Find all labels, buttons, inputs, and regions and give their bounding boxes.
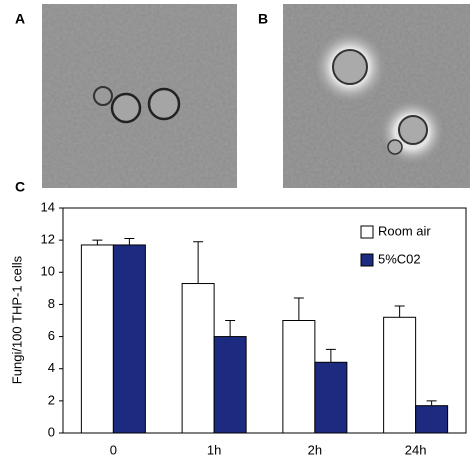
error-bar: [394, 305, 405, 318]
y-axis-label: Fungi/100 THP-1 cells: [9, 255, 24, 384]
y-tick-label: 14: [41, 199, 55, 214]
legend-swatch: [360, 253, 374, 267]
x-tick-label: 1h: [207, 442, 221, 457]
error-bar: [225, 320, 236, 337]
bar: [181, 283, 215, 434]
error-bar: [193, 241, 204, 284]
error-bar: [92, 239, 103, 245]
panel-label: C: [15, 179, 25, 195]
bar: [112, 244, 146, 434]
bar: [415, 405, 449, 434]
y-tick-label: 10: [41, 264, 55, 279]
micrograph-a: [42, 4, 237, 188]
bar: [282, 320, 316, 434]
error-bar: [325, 348, 336, 363]
error-bar: [426, 400, 437, 406]
bar: [383, 316, 417, 434]
x-tick-label: 0: [110, 442, 117, 457]
legend-label: Room air: [378, 223, 431, 238]
y-tick-label: 12: [41, 232, 55, 247]
bar: [314, 361, 348, 434]
y-tick-label: 2: [48, 392, 55, 407]
legend-label: 5%C02: [378, 251, 421, 266]
y-tick-label: 0: [48, 424, 55, 439]
y-tick-label: 4: [48, 360, 55, 375]
y-tick-label: 8: [48, 296, 55, 311]
plot-frame: [62, 207, 467, 434]
x-tick-label: 2h: [308, 442, 322, 457]
panel-label: A: [15, 11, 25, 27]
bar: [80, 244, 114, 434]
legend-swatch: [360, 225, 374, 239]
panel-label: B: [258, 11, 268, 27]
bar: [213, 336, 247, 434]
micrograph-b: [283, 4, 470, 188]
error-bar: [293, 297, 304, 321]
x-tick-label: 24h: [405, 442, 427, 457]
error-bar: [124, 238, 135, 245]
y-tick-label: 6: [48, 328, 55, 343]
